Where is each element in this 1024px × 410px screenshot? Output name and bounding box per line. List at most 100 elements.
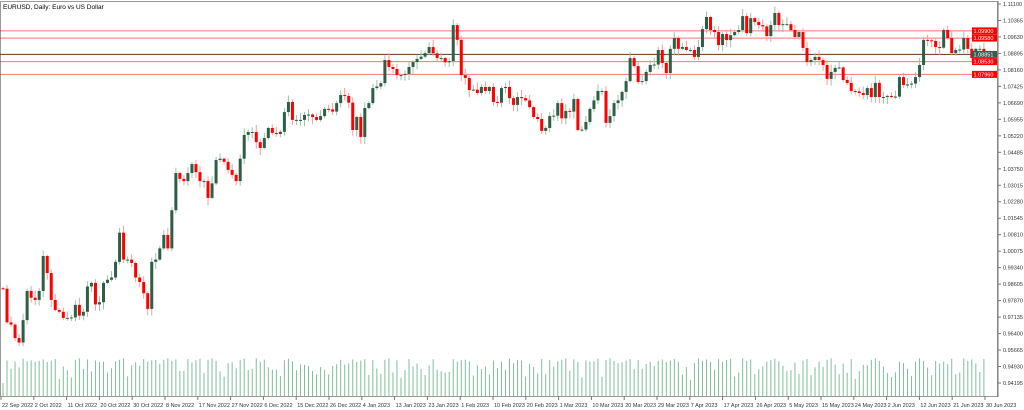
price-axis: 1.11100 1.10365 1.09630 1.08895 1.08160 1.074… [997, 1, 1023, 397]
candle-bull [624, 81, 628, 92]
candle-bear [950, 38, 954, 54]
candle-bull [242, 134, 246, 159]
price-level-label: 1.07960 [974, 72, 994, 78]
candle-bull [592, 100, 596, 109]
candle-bear [391, 66, 395, 70]
candle-bear [966, 38, 970, 49]
candle-bear [636, 66, 640, 83]
candle-bear [934, 40, 938, 48]
y-tick-label: 1.03015 [1003, 183, 1023, 189]
candle-bear [1, 288, 5, 290]
candle-bull [833, 67, 837, 72]
x-tick-label: 27 Nov 2022 [232, 403, 263, 409]
x-tick-label: 12 Jun 2023 [920, 403, 950, 409]
candle-bull [379, 83, 383, 87]
candle-bear [455, 25, 459, 40]
candle-bull [797, 32, 801, 37]
candle-bull [423, 53, 427, 57]
y-tick-label: 1.04485 [1003, 150, 1023, 156]
candle-bull [439, 58, 443, 60]
y-tick-label: 0.98605 [1003, 282, 1023, 288]
candle-bull [668, 48, 672, 74]
candle-bear [632, 58, 636, 67]
candle-bear [576, 99, 580, 130]
price-levels [0, 30, 998, 75]
candle-bear [347, 95, 351, 103]
x-tick-label: 17 Nov 2022 [199, 403, 230, 409]
x-tick-label: 29 Mar 2023 [658, 403, 689, 409]
candle-bull [21, 320, 25, 343]
candle-bear [182, 178, 186, 182]
y-tick-label: 0.96400 [1003, 332, 1023, 338]
candle-bear [926, 39, 930, 41]
candle-bear [817, 56, 821, 61]
candle-bull [749, 18, 753, 34]
candle-bull [427, 47, 431, 54]
candle-bull [69, 317, 73, 319]
x-tick-label: 15 Dec 2022 [297, 403, 328, 409]
candle-bear [431, 47, 435, 54]
candle-bull [214, 160, 218, 184]
x-tick-label: 10 Feb 2023 [494, 403, 525, 409]
candle-bear [351, 102, 355, 130]
candle-bull [942, 30, 946, 48]
candle-bull [499, 88, 503, 103]
candle-bull [608, 116, 612, 123]
candle-bull [25, 290, 29, 321]
candle-bear [138, 277, 142, 283]
candle-bull [978, 48, 982, 50]
candle-bear [745, 16, 749, 34]
candle-bull [584, 121, 588, 130]
candle-bull [81, 311, 85, 316]
candle-bear [194, 164, 198, 173]
candle-bull [339, 95, 343, 104]
candle-bear [122, 232, 126, 260]
candle-bear [789, 24, 793, 31]
y-tick-label: 1.05220 [1003, 134, 1023, 140]
candle-bull [294, 119, 298, 121]
candle-bear [13, 324, 17, 339]
candle-bear [61, 311, 65, 318]
candle-bear [524, 98, 528, 101]
candle-bear [676, 38, 680, 49]
candle-bear [93, 282, 97, 305]
candle-bear [49, 273, 53, 300]
candle-bull [303, 114, 306, 120]
candle-bull [700, 29, 704, 48]
candle-bull [479, 86, 483, 94]
x-tick-label: 20 Oct 2022 [100, 403, 130, 409]
candle-bull [375, 86, 379, 89]
candle-bull [282, 112, 286, 132]
y-tick-label: 1.03750 [1003, 167, 1023, 173]
x-tick-label: 4 Jan 2023 [363, 403, 390, 409]
candle-bull [335, 103, 339, 112]
x-tick-label: 2 Jun 2023 [888, 403, 915, 409]
candle-bull [158, 248, 162, 260]
candle-bull [885, 95, 889, 98]
price-level-tag [972, 58, 997, 66]
candle-bull [918, 64, 922, 78]
candle-bear [877, 82, 881, 98]
y-tick-label: 0.95665 [1003, 348, 1023, 354]
candle-bull [721, 34, 725, 46]
candle-bear [861, 93, 865, 96]
candle-bull [785, 24, 789, 26]
candle-bull [298, 119, 302, 121]
candle-bear [709, 17, 713, 31]
candle-bull [202, 181, 206, 183]
candle-bear [77, 304, 81, 316]
x-tick-label: 13 Jan 2023 [396, 403, 426, 409]
candle-bull [126, 259, 130, 261]
candle-bear [660, 49, 664, 63]
candle-bull [628, 58, 632, 82]
candle-bear [857, 91, 861, 94]
candle-bear [166, 234, 170, 249]
candle-bear [901, 77, 905, 85]
candle-bear [395, 69, 399, 76]
volume-bars [2, 358, 985, 396]
candle-bull [769, 25, 773, 37]
candle-bear [443, 58, 447, 63]
x-tick-label: 22 Sep 2022 [2, 403, 33, 409]
candle-bull [548, 116, 552, 128]
